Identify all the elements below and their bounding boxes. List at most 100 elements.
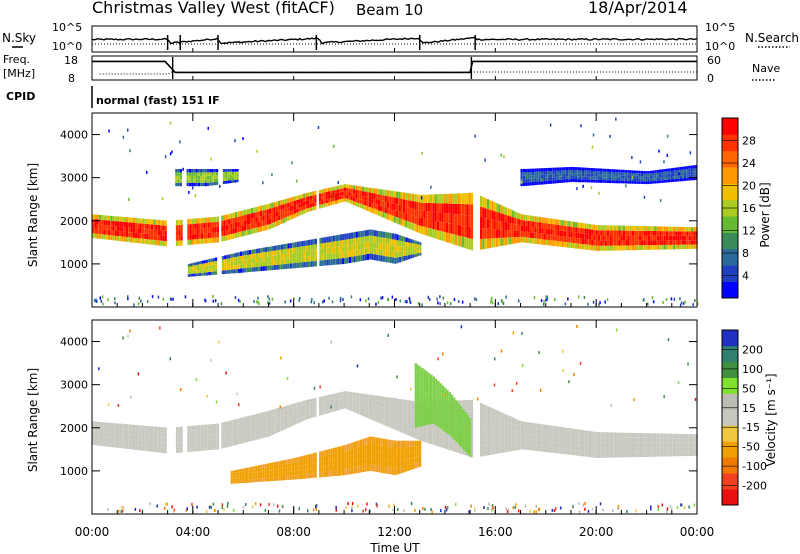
band-0-cell: [632, 452, 635, 458]
band-0-cell: [196, 239, 199, 245]
band-0-cell: [405, 220, 408, 228]
band-0-cell: [625, 225, 628, 231]
band-0-cell: [380, 401, 383, 408]
band-0-cell: [489, 238, 492, 248]
band-0-cell: [314, 409, 317, 414]
band-0-cell: [416, 209, 419, 218]
band-0-cell: [607, 447, 610, 453]
band-0-cell: [262, 412, 265, 418]
band-0-cell: [489, 219, 492, 229]
band-1-cell: [346, 450, 349, 457]
band-0-cell: [157, 240, 160, 246]
band-1-cell: [419, 440, 422, 446]
band-2-cell: [435, 388, 438, 398]
band-2-cell: [451, 411, 454, 421]
band-0-cell: [405, 406, 408, 414]
band-3-cell: [668, 171, 671, 174]
noise-speck: [137, 302, 140, 306]
band-0-cell: [559, 448, 562, 454]
band-3-cell: [681, 166, 684, 170]
band-0-cell: [552, 442, 555, 448]
band-3-cell: [561, 176, 564, 180]
noise-speck: [166, 502, 168, 506]
band-3-cell: [618, 180, 621, 184]
band-0-cell: [597, 245, 601, 251]
band-2-cell: [441, 412, 445, 422]
band-0-cell: [672, 438, 675, 443]
band-0-cell: [693, 240, 696, 245]
band-0-cell: [500, 237, 503, 246]
band-0-cell: [196, 425, 199, 431]
band-1-cell: [296, 247, 299, 253]
band-1-cell: [391, 467, 394, 475]
band-2-cell: [439, 392, 442, 402]
band-2-cell: [455, 425, 458, 434]
band-0-cell: [566, 433, 569, 439]
band-1-cell: [208, 259, 211, 263]
band-3-cell: [620, 175, 623, 178]
band-3-cell: [538, 174, 541, 179]
band-0-cell: [352, 408, 356, 413]
band-0-cell: [436, 212, 439, 222]
band-1-cell: [360, 439, 363, 447]
band-0-cell: [273, 217, 276, 223]
noise-speck: [226, 504, 229, 508]
band-0-cell: [98, 421, 101, 427]
band-0-cell: [359, 199, 362, 204]
band-0-cell: [155, 437, 158, 443]
band-0-cell: [114, 428, 117, 433]
band-0-cell: [611, 437, 614, 443]
band-1-cell: [344, 251, 347, 258]
band-0-cell: [636, 442, 639, 448]
band-1-cell: [414, 451, 417, 458]
band-0-cell: [693, 442, 696, 448]
band-1-cell: [187, 263, 190, 267]
band-0-cell: [214, 216, 217, 222]
band-0-cell: [677, 442, 680, 448]
band-2-cell: [179, 172, 182, 176]
band-0-cell: [470, 434, 474, 446]
band-1-cell: [294, 247, 297, 253]
band-0-cell: [282, 425, 285, 430]
band-0-cell: [384, 213, 387, 219]
band-0-cell: [364, 412, 367, 417]
band-0-cell: [273, 409, 276, 415]
velocity-cbar-swatch: [722, 409, 738, 426]
band-1-cell: [382, 237, 386, 244]
band-1-cell: [205, 266, 209, 270]
band-2-cell: [423, 380, 426, 393]
band-0-cell: [135, 435, 138, 440]
band-2-cell: [195, 172, 198, 176]
band-0-cell: [200, 228, 204, 234]
band-1-cell: [348, 251, 352, 257]
band-1-cell: [303, 240, 306, 246]
band-1-cell: [244, 477, 247, 480]
band-2-cell: [175, 182, 178, 187]
band-0-cell: [391, 209, 394, 216]
sparse-speck: [179, 140, 181, 144]
noise-speck: [221, 506, 223, 509]
band-0-cell: [489, 407, 492, 417]
band-1-cell: [342, 258, 345, 265]
band-0-cell: [187, 229, 190, 235]
sparse-speck: [562, 369, 564, 372]
band-0-cell: [278, 215, 281, 221]
band-1-cell: [205, 272, 209, 276]
band-0-cell: [430, 228, 433, 238]
band-3-cell: [563, 170, 566, 174]
band-1-cell: [391, 454, 394, 461]
band-0-cell: [532, 423, 535, 429]
band-0-cell: [146, 239, 149, 245]
sparse-speck: [598, 191, 600, 195]
band-2-cell: [179, 182, 182, 187]
band-1-cell: [323, 471, 326, 477]
sparse-speck: [561, 349, 564, 353]
band-1-cell: [360, 255, 363, 262]
band-0-cell: [225, 224, 229, 230]
band-0-cell: [604, 235, 607, 241]
band-0-cell: [153, 239, 156, 245]
noise-speck: [185, 508, 188, 512]
band-0-cell: [269, 410, 272, 416]
band-1-cell: [276, 476, 279, 481]
band-2-cell: [414, 414, 417, 428]
